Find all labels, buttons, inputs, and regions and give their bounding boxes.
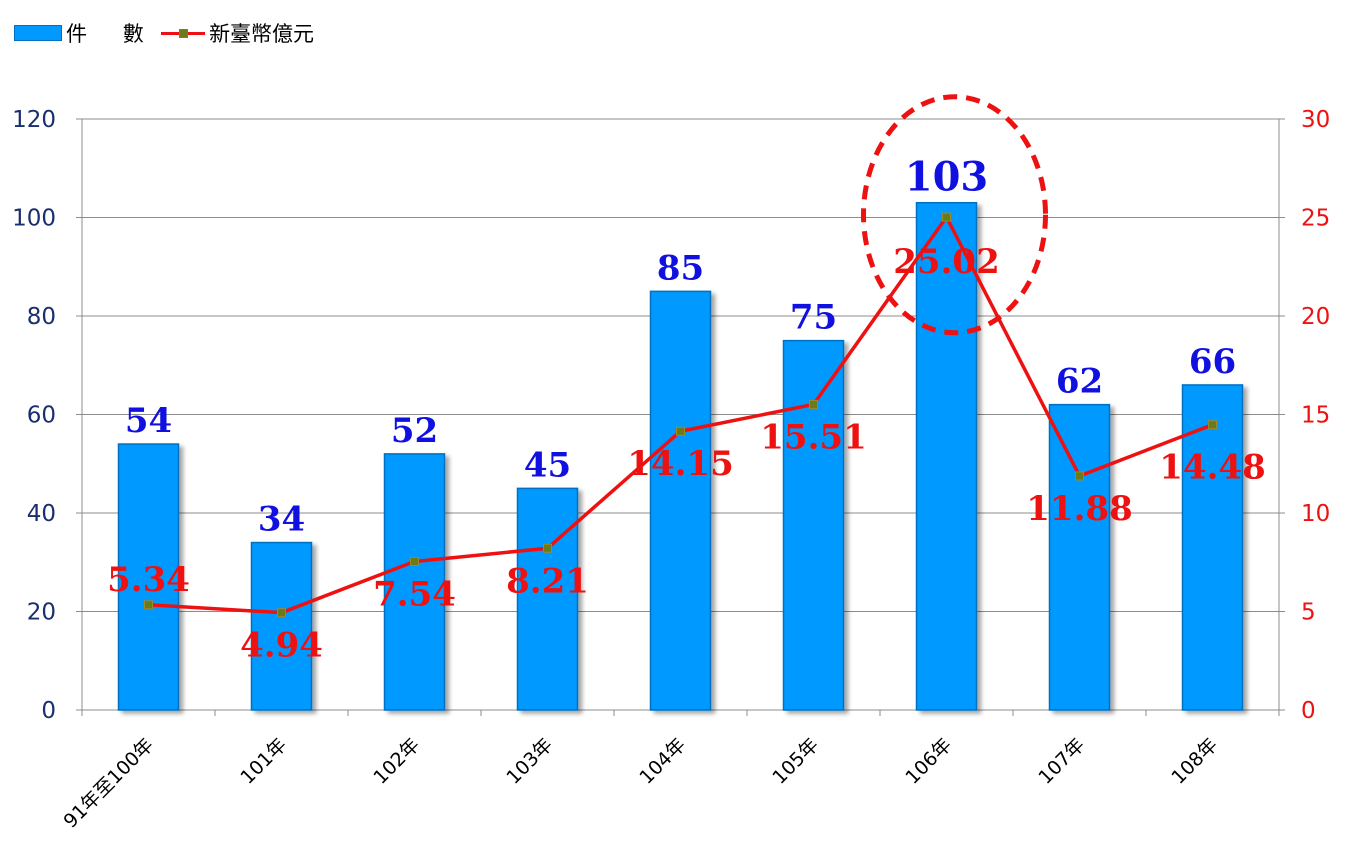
line-point-marker — [410, 556, 419, 566]
right-axis-tick-label: 15 — [1301, 403, 1330, 429]
annotation-layer — [861, 94, 1048, 336]
line-labels-layer: 5.34 4.94 7.54 8.21 14.15 15.51 25.02 11.88 14.4… — [107, 242, 1266, 666]
x-axis-tick-label: 91年至100年 — [59, 734, 158, 833]
bar — [516, 487, 579, 711]
line-point-marker — [144, 600, 153, 610]
bar — [1048, 403, 1111, 711]
x-axis-tick-label: 101年 — [236, 734, 291, 789]
x-axis-tick-label: 102年 — [369, 734, 424, 789]
bar-data-label: 34 — [258, 500, 305, 540]
highlight-annotation-ellipse — [861, 94, 1048, 336]
line-point-marker — [1208, 420, 1217, 430]
bar — [383, 453, 446, 711]
x-axis-tick-label: 103年 — [502, 734, 557, 789]
bar-labels-layer: 54 34 52 45 85 75 103 62 66 — [125, 154, 1236, 540]
line-data-label: 7.54 — [373, 574, 456, 614]
bar — [250, 541, 313, 711]
line-data-label: 14.15 — [627, 444, 733, 484]
legend: 件 數 新臺幣億元 — [14, 18, 324, 48]
left-axis-tick-label: 40 — [27, 501, 56, 527]
line-data-label: 14.48 — [1159, 448, 1265, 488]
x-axis-tick-label: 104年 — [635, 734, 690, 789]
line-data-label: 5.34 — [107, 560, 190, 600]
x-axis-tick-label: 108年 — [1167, 734, 1222, 789]
bar-data-label: 103 — [905, 154, 989, 201]
legend-item-line-series: 新臺幣億元 — [161, 18, 314, 48]
left-axis-tick-label: 80 — [27, 304, 56, 330]
legend-item-bar-series: 件 數 — [14, 18, 151, 48]
right-axis-tick-label: 0 — [1301, 698, 1316, 724]
right-axis-tick-label: 30 — [1301, 107, 1330, 133]
left-axis-tick-label: 60 — [27, 403, 56, 429]
right-axis-tick-label: 20 — [1301, 304, 1330, 330]
legend-bar-swatch — [14, 25, 62, 41]
bar-data-label: 75 — [790, 298, 837, 338]
line-point-marker — [809, 399, 818, 409]
bar-data-label: 54 — [125, 401, 172, 441]
line-point-marker — [1075, 471, 1084, 481]
line-data-label: 15.51 — [760, 417, 866, 457]
bar-data-label: 66 — [1189, 342, 1236, 382]
bar-data-label: 85 — [657, 248, 704, 288]
x-axis-tick-label: 107年 — [1034, 734, 1089, 789]
bar — [782, 339, 845, 711]
bar — [117, 443, 180, 711]
x-axis-tick-label: 105年 — [768, 734, 823, 789]
line-point-marker — [942, 212, 951, 222]
x-axis-tick-label: 106年 — [901, 734, 956, 789]
line-layer — [144, 212, 1217, 618]
line-point-marker — [277, 608, 286, 618]
bar — [1181, 384, 1244, 711]
right-axis-tick-label: 5 — [1301, 600, 1316, 626]
left-axis-tick-label: 100 — [12, 206, 56, 232]
line-data-label: 11.88 — [1026, 489, 1132, 529]
line-data-label: 8.21 — [506, 561, 589, 601]
line-data-label: 25.02 — [893, 242, 999, 282]
bar-data-label: 62 — [1056, 362, 1103, 402]
left-axis-tick-label: 20 — [27, 600, 56, 626]
left-axis-tick-label: 0 — [41, 698, 56, 724]
bar-data-label: 45 — [524, 445, 571, 485]
right-axis-tick-label: 10 — [1301, 501, 1330, 527]
legend-line-swatch — [161, 26, 206, 40]
left-axis-tick-label: 120 — [12, 107, 56, 133]
bars-layer — [117, 201, 1244, 711]
bar — [649, 290, 712, 711]
line-point-marker — [543, 543, 552, 553]
legend-label-line-series: 新臺幣億元 — [209, 22, 315, 46]
bar — [915, 201, 978, 711]
bar-data-label: 52 — [391, 411, 438, 451]
line-point-marker — [676, 426, 685, 436]
line-data-label: 4.94 — [240, 626, 323, 666]
right-axis-tick-label: 25 — [1301, 206, 1330, 232]
legend-label-bar-series: 件 數 — [66, 22, 152, 46]
